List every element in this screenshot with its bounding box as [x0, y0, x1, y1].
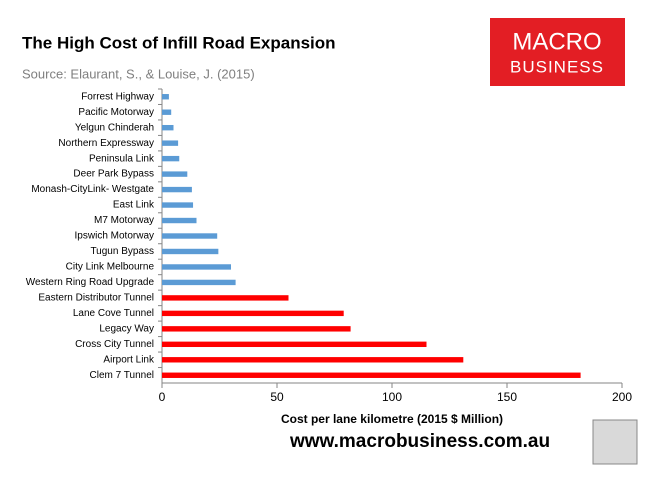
wolf-icon	[592, 419, 638, 465]
bar	[162, 326, 351, 332]
y-tick-label: Legacy Way	[99, 323, 154, 334]
logo-text: BUSINESS	[510, 57, 604, 76]
bar	[162, 124, 174, 131]
logo-box	[490, 18, 625, 86]
bar	[162, 202, 194, 208]
bar	[162, 94, 169, 100]
y-tick-label: Western Ring Road Upgrade	[26, 277, 155, 288]
y-tick-label: M7 Motorway	[94, 215, 154, 226]
x-axis-label: Cost per lane kilometre (2015 $ Million)	[281, 412, 503, 426]
y-tick-label: Eastern Distributor Tunnel	[38, 293, 154, 304]
x-tick-label: 200	[612, 390, 632, 404]
logo-text: MACRO	[512, 28, 601, 55]
bar	[162, 357, 464, 363]
y-tick-label: Pacific Motorway	[78, 107, 154, 118]
y-tick-label: Yelgun Chinderah	[75, 122, 154, 133]
y-tick-label: Airport Link	[103, 354, 155, 365]
bar	[162, 310, 344, 317]
y-tick-label: Monash-CityLink- Westgate	[31, 184, 154, 195]
y-tick-label: Peninsula Link	[89, 153, 155, 164]
y-tick-label: Tugun Bypass	[90, 246, 154, 257]
x-tick-label: 150	[497, 390, 517, 404]
bar	[162, 295, 289, 301]
y-tick-label: Lane Cove Tunnel	[73, 308, 154, 319]
bar	[162, 155, 180, 162]
x-tick-label: 0	[159, 390, 166, 404]
bar	[162, 372, 581, 378]
bar	[162, 171, 188, 177]
bar	[162, 248, 219, 255]
x-tick-label: 100	[382, 390, 402, 404]
y-tick-label: Ipswich Motorway	[75, 231, 154, 242]
bar	[162, 264, 231, 270]
y-tick-label: Forrest Highway	[81, 91, 154, 102]
chart-subtitle: Source: Elaurant, S., & Louise, J. (2015…	[22, 66, 255, 81]
y-tick-label: Cross City Tunnel	[75, 339, 154, 350]
y-tick-label: City Link Melbourne	[66, 262, 155, 273]
y-tick-label: Deer Park Bypass	[73, 169, 154, 180]
bar	[162, 217, 197, 224]
bar	[162, 140, 179, 146]
bar	[162, 186, 192, 193]
chart-title: The High Cost of Infill Road Expansion	[22, 33, 336, 52]
y-tick-label: Northern Expressway	[58, 138, 154, 149]
y-tick-label: East Link	[113, 200, 155, 211]
footer-url: www.macrobusiness.com.au	[289, 431, 550, 452]
bar	[162, 233, 218, 239]
x-tick-label: 50	[270, 390, 284, 404]
bar	[162, 341, 427, 348]
y-tick-label: Clem 7 Tunnel	[90, 370, 154, 381]
bar	[162, 279, 236, 286]
bar	[162, 109, 172, 115]
